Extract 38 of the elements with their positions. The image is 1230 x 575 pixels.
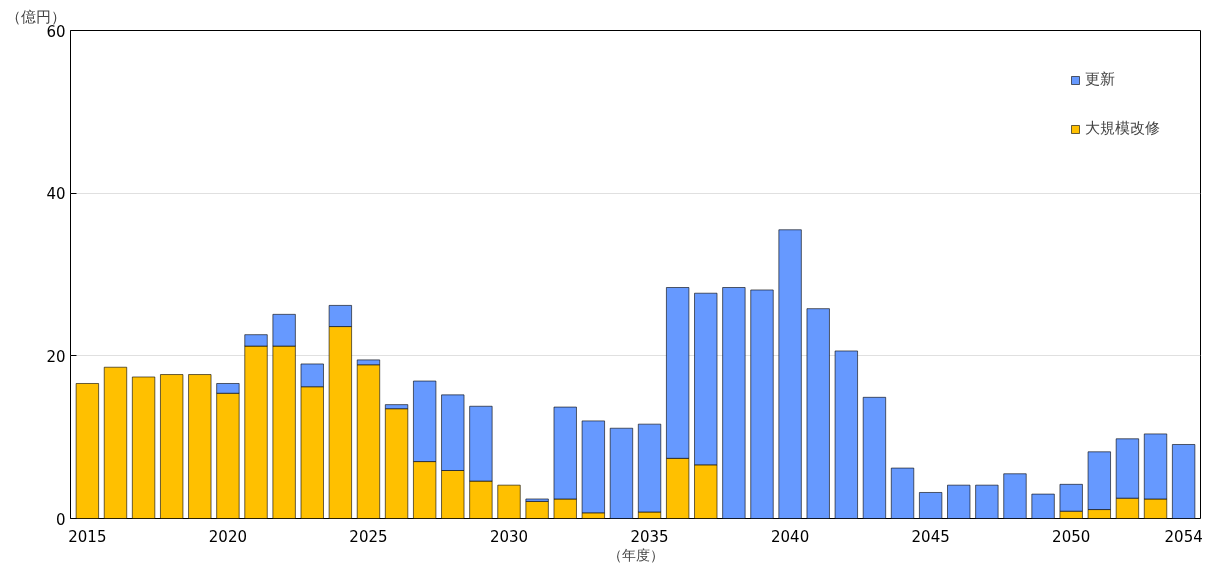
x-tick-label: 2035	[630, 527, 669, 546]
bar	[722, 287, 746, 519]
x-tick-label: 2020	[208, 527, 248, 546]
bar	[103, 366, 128, 519]
y-tick-label: 40	[46, 185, 66, 204]
bar	[947, 484, 971, 519]
y-tick-label: 20	[46, 347, 66, 366]
y-tick-label: 0	[55, 510, 66, 529]
bar	[1031, 493, 1055, 519]
y-axis-title: （億円）	[5, 7, 66, 26]
bar	[188, 374, 212, 519]
bar	[385, 408, 409, 519]
bar	[834, 350, 858, 519]
bar	[132, 376, 156, 519]
bar	[1172, 444, 1196, 519]
x-tick-label: 2025	[349, 527, 388, 546]
legend-label: 更新	[1085, 70, 1115, 89]
x-tick-label: 2054	[1164, 527, 1203, 546]
bar	[750, 289, 774, 519]
bar	[862, 397, 886, 519]
legend-label: 大規模改修	[1085, 119, 1160, 138]
bar	[581, 420, 605, 514]
bar	[806, 308, 830, 519]
bar	[497, 484, 521, 519]
bar	[778, 229, 802, 519]
bar	[160, 374, 184, 519]
x-tick-label: 2030	[489, 527, 529, 546]
x-tick-label: 2040	[771, 527, 810, 546]
bar	[919, 492, 943, 519]
bar	[609, 427, 633, 519]
bar	[525, 501, 549, 519]
x-tick-label: 2045	[911, 527, 950, 546]
bar	[975, 484, 999, 519]
x-tick-label: 2015	[68, 527, 107, 546]
x-tick-label: 2050	[1052, 527, 1091, 546]
bar	[891, 467, 915, 519]
bar	[1003, 473, 1027, 519]
x-axis-title: （年度）	[607, 546, 664, 563]
